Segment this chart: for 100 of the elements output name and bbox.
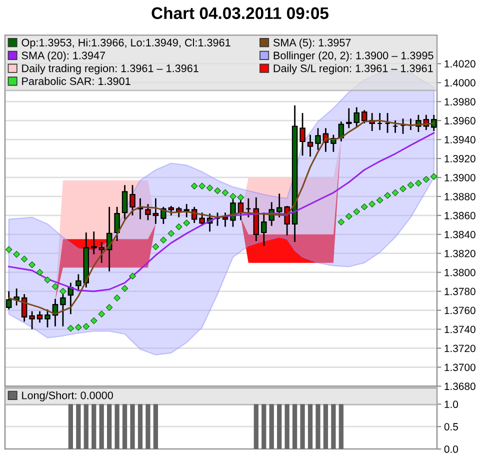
candlestick	[261, 212, 267, 246]
y-tick-label: 1.3820	[444, 250, 476, 258]
point	[183, 220, 190, 226]
candlestick	[400, 118, 406, 135]
candlestick	[122, 184, 128, 220]
point	[198, 182, 206, 190]
candlestick	[145, 203, 151, 221]
candlestick	[76, 274, 82, 292]
y-tick-label: 0.0	[444, 446, 458, 453]
y-tick-label: 1.3960	[444, 117, 476, 124]
point	[175, 223, 182, 230]
point	[60, 288, 66, 295]
point	[368, 200, 376, 208]
candlestick	[392, 120, 398, 134]
candlestick	[130, 184, 136, 216]
candlestick	[222, 212, 228, 228]
legend-label: Bollinger (20, 2): 1.3900 – 1.3995	[274, 51, 434, 62]
point	[190, 182, 198, 190]
y-tick-label: 1.3860	[444, 212, 476, 220]
candlestick	[90, 230, 97, 256]
candlestick	[114, 206, 120, 242]
candlestick	[361, 109, 368, 124]
point	[52, 283, 59, 290]
point	[121, 285, 128, 292]
candlestick	[36, 310, 43, 324]
legend-label: Daily trading region: 1.3961 – 1.3961	[22, 64, 198, 74]
y-tick-label: 1.3760	[444, 306, 476, 314]
legend-label: SMA (5): 1.3957	[273, 38, 351, 49]
candlestick	[98, 241, 104, 264]
legend-label: Daily S/L region: 1.3961 – 1.3961	[274, 64, 433, 74]
point	[160, 236, 167, 244]
point	[82, 323, 90, 330]
point	[392, 189, 399, 196]
candlestick	[152, 198, 159, 225]
point	[422, 176, 430, 183]
candlestick	[276, 192, 282, 218]
candlestick	[376, 112, 383, 131]
point	[214, 187, 221, 194]
y-tick-label: 1.3840	[444, 230, 476, 238]
point	[338, 218, 345, 226]
point	[237, 194, 244, 201]
point	[90, 317, 98, 324]
candlestick	[315, 127, 321, 151]
point	[5, 246, 12, 253]
y-tick-label: 1.4020	[444, 60, 476, 68]
point	[415, 180, 422, 187]
point	[28, 261, 36, 268]
candlestick	[199, 212, 205, 227]
point	[430, 173, 437, 180]
candlestick	[184, 203, 190, 218]
y-tick-label: 1.3780	[444, 288, 476, 296]
candlestick	[300, 112, 306, 156]
y-tick-label: 1.0	[444, 400, 458, 408]
candlestick	[6, 290, 12, 310]
point	[353, 208, 360, 216]
point	[129, 272, 136, 280]
point	[20, 256, 28, 262]
line-series	[8, 132, 435, 292]
candlestick	[44, 308, 50, 328]
legend-label: SMA (20): 1.3947	[22, 51, 106, 62]
point	[400, 185, 406, 192]
point	[44, 276, 51, 284]
candlestick	[246, 198, 252, 218]
candlestick	[307, 134, 314, 158]
legend-label: Op:1.3953, Hi:1.3966, Lo:1.3949, Cl:1.3961	[22, 38, 230, 49]
point	[206, 184, 214, 192]
point	[376, 196, 384, 204]
point	[98, 310, 105, 318]
candlestick	[384, 112, 390, 134]
point	[222, 189, 229, 196]
y-tick-label: 0.5	[444, 423, 458, 430]
point	[346, 212, 352, 220]
y-tick-label: 1.3920	[444, 155, 476, 162]
point	[407, 182, 414, 188]
point	[230, 193, 236, 200]
candlestick	[214, 212, 220, 227]
y-tick-label: 1.3980	[444, 98, 476, 106]
y-tick-label: 1.3880	[444, 192, 476, 200]
point	[13, 250, 20, 258]
y-tick-label: 1.3800	[444, 268, 476, 276]
y-tick-label: 1.3900	[444, 174, 476, 182]
legend-label: Parabolic SAR: 1.3901	[22, 77, 130, 86]
chart-title: Chart 04.03.2011 09:05	[152, 6, 328, 20]
point	[106, 304, 113, 311]
y-tick-label: 1.3740	[444, 326, 476, 334]
candlestick	[29, 310, 35, 330]
point	[360, 204, 368, 210]
y-tick-label: 1.4000	[444, 79, 476, 86]
y-tick-label: 1.3680	[444, 382, 476, 390]
point	[114, 294, 120, 302]
y-tick-label: 1.3720	[444, 344, 476, 352]
y-tick-label: 1.3940	[444, 136, 476, 144]
legend-label: Long/Short: 0.0000	[22, 391, 113, 402]
point	[152, 243, 160, 250]
point	[75, 324, 82, 331]
point	[384, 192, 391, 199]
point	[168, 230, 175, 237]
candlestick	[168, 205, 174, 216]
point	[36, 268, 44, 276]
point	[67, 324, 74, 332]
